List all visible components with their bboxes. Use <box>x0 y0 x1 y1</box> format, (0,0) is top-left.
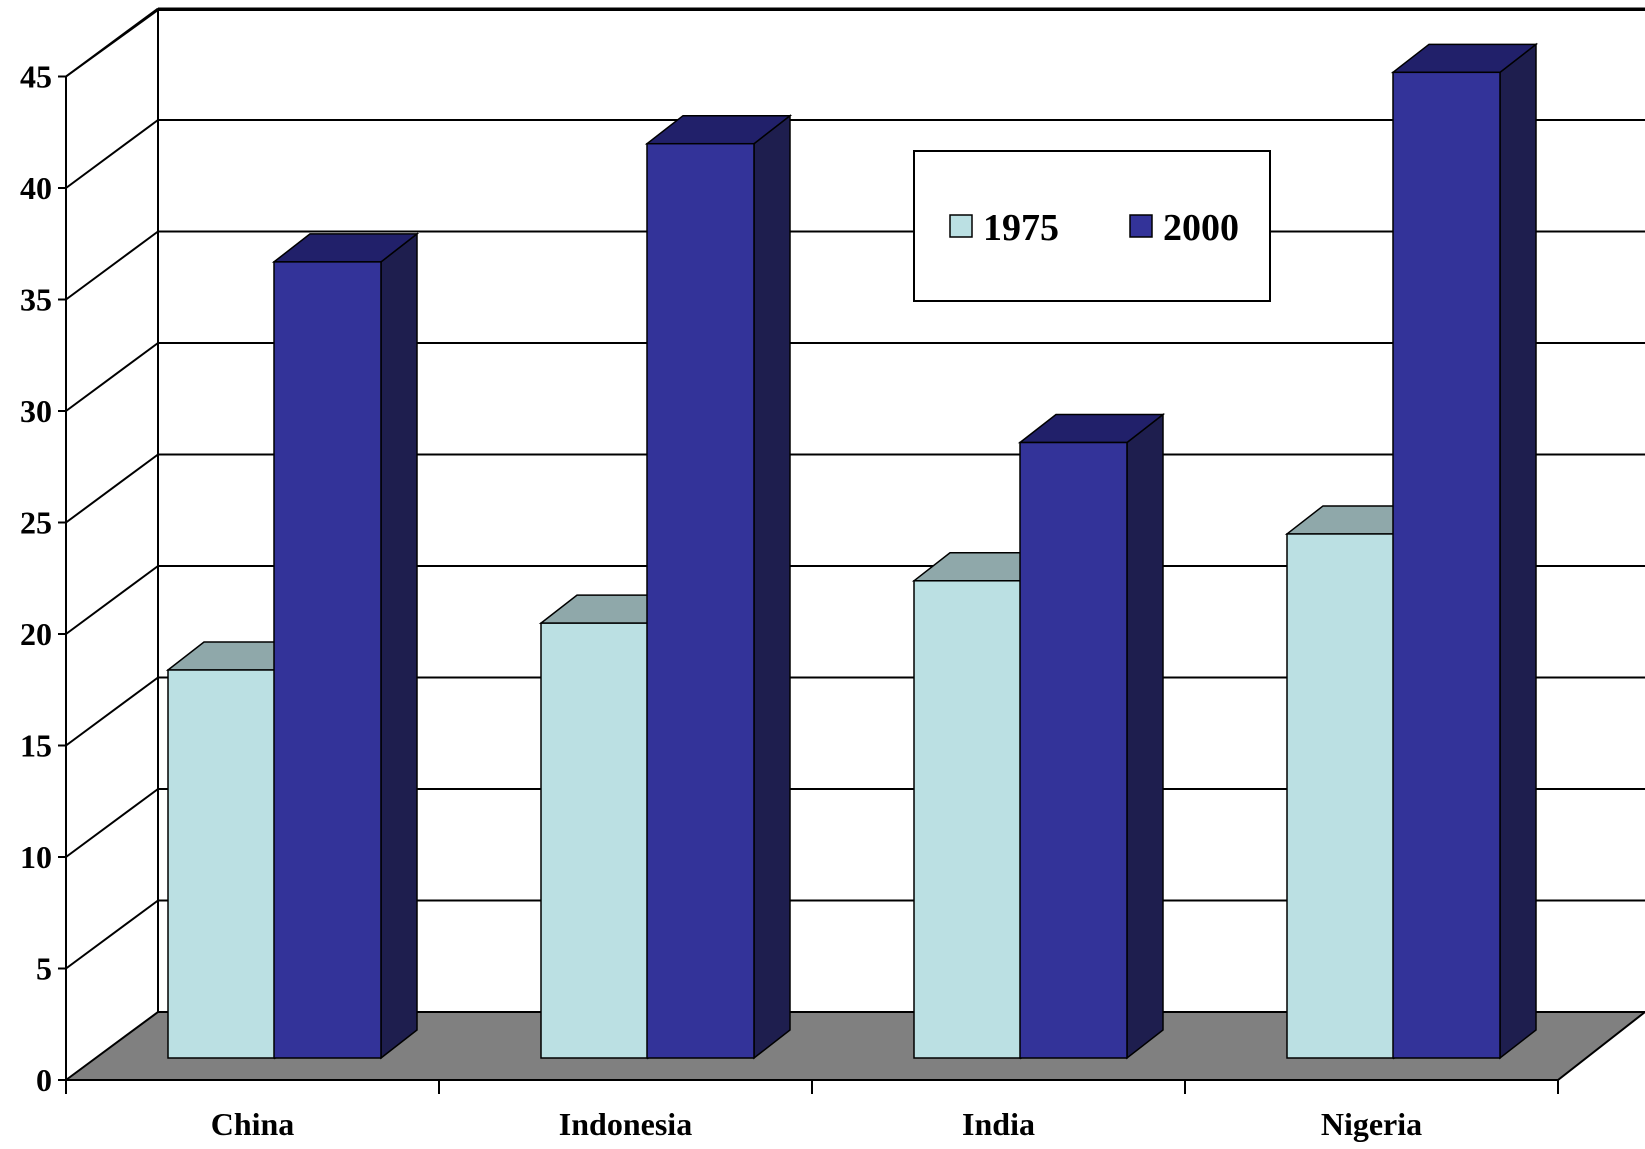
side-gridline <box>65 899 159 970</box>
legend: 1975 2000 <box>913 150 1271 302</box>
side-gridline <box>65 230 159 301</box>
x-tick-label-india: India <box>962 1106 1035 1142</box>
bar-front-nigeria-2000 <box>1392 71 1501 1059</box>
y-tick-label-5: 5 <box>36 951 52 987</box>
bar-side-nigeria-2000 <box>1499 42 1537 1060</box>
legend-label-1975: 1975 <box>983 207 1059 249</box>
bar-front-indonesia-1975 <box>540 622 649 1059</box>
side-gridline <box>65 342 159 412</box>
y-tick-label-40: 40 <box>20 170 52 206</box>
y-tick-label-35: 35 <box>20 282 52 318</box>
bar-front-china-2000 <box>273 261 382 1059</box>
legend-swatch-2000 <box>1129 214 1153 238</box>
y-axis-ticks: 0 5 10 15 20 25 30 35 40 45 <box>20 59 66 1098</box>
bar-front-india-2000 <box>1019 441 1128 1059</box>
x-tick-label-china: China <box>211 1106 295 1142</box>
side-gridline <box>65 453 159 524</box>
bar-indonesia-2000 <box>644 114 793 1060</box>
chart-walls <box>157 0 1645 1012</box>
bars <box>165 42 1539 1060</box>
bar-side-china-2000 <box>380 232 418 1060</box>
x-tick-label-indonesia: Indonesia <box>559 1106 692 1142</box>
side-gridline <box>65 676 159 747</box>
bar-nigeria-2000 <box>1390 42 1539 1060</box>
back-wall <box>158 0 1645 1012</box>
side-gridline <box>65 565 159 635</box>
legend-box <box>913 150 1271 302</box>
bar-front-indonesia-2000 <box>646 142 755 1059</box>
y-tick-label-10: 10 <box>20 839 52 875</box>
y-tick-label-30: 30 <box>20 393 52 429</box>
bar-front-china-1975 <box>167 669 276 1059</box>
y-tick-label-25: 25 <box>20 505 52 541</box>
y-tick-label-0: 0 <box>36 1062 52 1098</box>
bar-china-2000 <box>271 232 420 1060</box>
legend-swatch-1975 <box>949 214 973 238</box>
side-wall-top-edge <box>65 9 159 78</box>
bar-side-indonesia-2000 <box>753 114 791 1060</box>
bar-front-nigeria-1975 <box>1286 533 1395 1059</box>
y-tick-label-45: 45 <box>20 59 52 95</box>
y-tick-label-20: 20 <box>20 616 52 652</box>
legend-label-2000: 2000 <box>1163 207 1239 249</box>
side-gridline <box>65 788 159 858</box>
x-tick-label-nigeria: Nigeria <box>1321 1106 1422 1142</box>
bar-front-india-1975 <box>913 580 1022 1059</box>
y-tick-label-15: 15 <box>20 728 52 764</box>
bar-side-india-2000 <box>1126 412 1164 1060</box>
x-axis-ticks: China Indonesia India Nigeria <box>65 1080 1559 1142</box>
side-gridline <box>65 119 159 189</box>
bar-india-2000 <box>1017 412 1166 1060</box>
